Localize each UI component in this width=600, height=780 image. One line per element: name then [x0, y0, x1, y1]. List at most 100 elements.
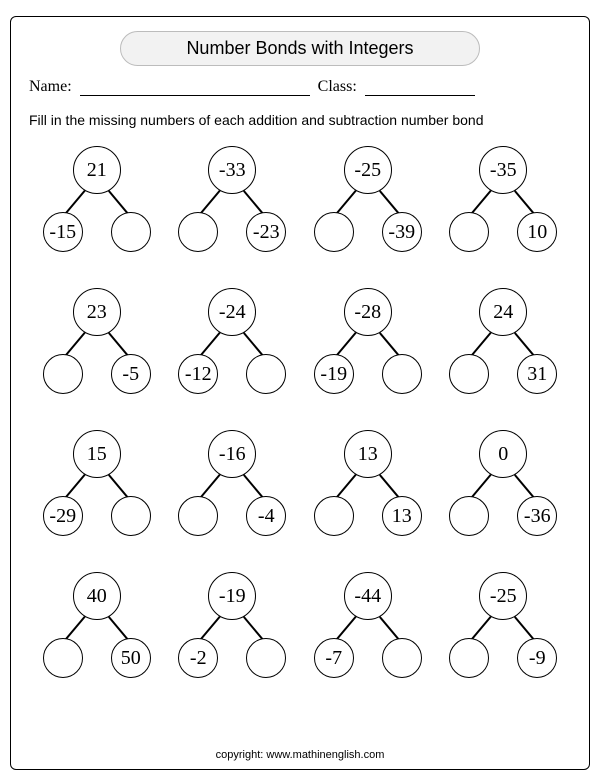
number-bond: 23 -5: [37, 288, 157, 398]
name-label: Name:: [29, 78, 72, 96]
class-input-line[interactable]: [365, 78, 475, 96]
bond-left-circle: -29: [43, 496, 83, 536]
number-bond: 15 -29: [37, 430, 157, 540]
bond-top-value: -33: [219, 159, 246, 182]
bond-right-circle: -39: [382, 212, 422, 252]
bond-left-value: -19: [320, 363, 347, 386]
bond-right-circle: 10: [517, 212, 557, 252]
bond-right-circle[interactable]: [246, 638, 286, 678]
bond-top-value: -44: [354, 585, 381, 608]
number-bond: -19 -2: [172, 572, 292, 682]
number-bond: -28 -19: [308, 288, 428, 398]
bond-top-circle: -25: [479, 572, 527, 620]
bond-top-value: 0: [498, 443, 508, 466]
bond-left-circle: -12: [178, 354, 218, 394]
bond-left-value: -2: [190, 647, 207, 670]
number-bond: -44 -7: [308, 572, 428, 682]
bond-right-circle: 13: [382, 496, 422, 536]
header-line: Name: Class:: [29, 78, 571, 96]
bond-top-value: -35: [490, 159, 517, 182]
bond-top-circle: -19: [208, 572, 256, 620]
bond-top-circle: -28: [344, 288, 392, 336]
bonds-grid: 21 -15 -33 -23 -25 -39 -35 10 23 -5 -24 -12 -28 -19 24…: [29, 146, 571, 682]
bond-right-circle[interactable]: [382, 354, 422, 394]
bond-right-value: 50: [121, 647, 141, 670]
number-bond: -16 -4: [172, 430, 292, 540]
bond-right-circle: -36: [517, 496, 557, 536]
bond-right-value: 31: [527, 363, 547, 386]
bond-top-circle: -16: [208, 430, 256, 478]
bond-right-circle: -9: [517, 638, 557, 678]
bond-top-value: -25: [354, 159, 381, 182]
bond-left-circle[interactable]: [43, 638, 83, 678]
bond-top-circle: 24: [479, 288, 527, 336]
title-pill: Number Bonds with Integers: [120, 31, 480, 66]
bond-top-value: 21: [87, 159, 107, 182]
copyright-text: copyright: www.mathinenglish.com: [11, 749, 589, 761]
bond-top-circle: -35: [479, 146, 527, 194]
number-bond: -25 -9: [443, 572, 563, 682]
bond-top-value: 13: [358, 443, 378, 466]
bond-left-value: -15: [49, 221, 76, 244]
bond-top-circle: 13: [344, 430, 392, 478]
bond-right-circle: 50: [111, 638, 151, 678]
number-bond: -33 -23: [172, 146, 292, 256]
bond-right-circle: -4: [246, 496, 286, 536]
number-bond: 0 -36: [443, 430, 563, 540]
bond-left-circle: -7: [314, 638, 354, 678]
number-bond: 13 13: [308, 430, 428, 540]
bond-right-value: 10: [527, 221, 547, 244]
bond-right-value: 13: [392, 505, 412, 528]
bond-right-circle: -23: [246, 212, 286, 252]
name-input-line[interactable]: [80, 78, 310, 96]
bond-left-circle: -2: [178, 638, 218, 678]
bond-top-value: -16: [219, 443, 246, 466]
bond-top-value: -25: [490, 585, 517, 608]
bond-right-circle: 31: [517, 354, 557, 394]
number-bond: -25 -39: [308, 146, 428, 256]
bond-right-value: -5: [122, 363, 139, 386]
bond-right-value: -23: [253, 221, 280, 244]
bond-top-circle: -25: [344, 146, 392, 194]
bond-left-circle[interactable]: [449, 354, 489, 394]
bond-left-circle[interactable]: [178, 496, 218, 536]
bond-right-value: -4: [258, 505, 275, 528]
bond-top-value: 40: [87, 585, 107, 608]
bond-left-circle[interactable]: [449, 638, 489, 678]
bond-right-circle[interactable]: [111, 496, 151, 536]
number-bond: 24 31: [443, 288, 563, 398]
bond-left-circle[interactable]: [43, 354, 83, 394]
bond-left-circle[interactable]: [314, 212, 354, 252]
bond-top-value: -28: [354, 301, 381, 324]
bond-left-circle: -15: [43, 212, 83, 252]
bond-left-circle: -19: [314, 354, 354, 394]
class-label: Class:: [318, 78, 357, 96]
bond-top-circle: 21: [73, 146, 121, 194]
worksheet-frame: Number Bonds with Integers Name: Class: …: [10, 16, 590, 770]
bond-left-circle[interactable]: [178, 212, 218, 252]
bond-left-circle[interactable]: [449, 496, 489, 536]
bond-top-value: -24: [219, 301, 246, 324]
bond-top-circle: 0: [479, 430, 527, 478]
bond-right-circle: -5: [111, 354, 151, 394]
bond-right-circle[interactable]: [111, 212, 151, 252]
number-bond: -24 -12: [172, 288, 292, 398]
bond-top-value: 23: [87, 301, 107, 324]
bond-top-circle: 40: [73, 572, 121, 620]
bond-left-circle[interactable]: [314, 496, 354, 536]
worksheet-title: Number Bonds with Integers: [186, 38, 413, 58]
bond-right-circle[interactable]: [246, 354, 286, 394]
bond-top-value: 15: [87, 443, 107, 466]
number-bond: 21 -15: [37, 146, 157, 256]
bond-left-value: -7: [325, 647, 342, 670]
number-bond: -35 10: [443, 146, 563, 256]
bond-top-circle: -24: [208, 288, 256, 336]
number-bond: 40 50: [37, 572, 157, 682]
bond-top-value: 24: [493, 301, 513, 324]
bond-top-circle: -44: [344, 572, 392, 620]
bond-left-value: -29: [49, 505, 76, 528]
bond-left-circle[interactable]: [449, 212, 489, 252]
bond-top-circle: 23: [73, 288, 121, 336]
bond-right-value: -39: [388, 221, 415, 244]
bond-right-circle[interactable]: [382, 638, 422, 678]
